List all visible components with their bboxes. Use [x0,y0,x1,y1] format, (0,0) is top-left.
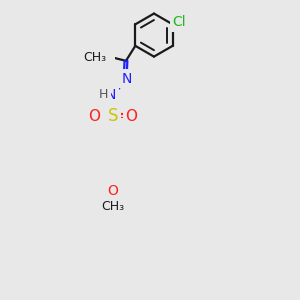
Text: N: N [122,72,132,86]
Text: S: S [108,107,118,125]
Text: N: N [106,88,116,102]
Text: O: O [88,109,100,124]
Text: O: O [126,109,138,124]
Text: CH₃: CH₃ [83,51,106,64]
Text: Cl: Cl [172,15,186,29]
Text: H: H [99,88,108,101]
Text: CH₃: CH₃ [101,200,124,213]
Text: O: O [107,184,118,198]
